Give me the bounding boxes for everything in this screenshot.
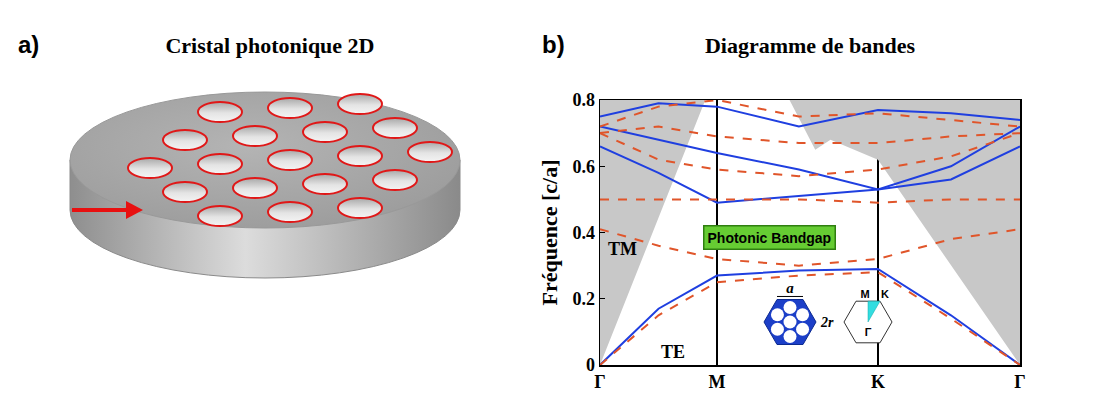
svg-text:Photonic Bandgap: Photonic Bandgap	[708, 230, 832, 246]
svg-text:K: K	[871, 372, 885, 392]
svg-text:TE: TE	[661, 342, 685, 362]
svg-text:Γ: Γ	[1014, 372, 1025, 392]
svg-text:2r: 2r	[820, 315, 834, 330]
svg-text:TM: TM	[608, 239, 637, 259]
svg-text:0: 0	[586, 355, 595, 375]
svg-text:b): b)	[542, 31, 565, 58]
svg-text:Cristal photonique 2D: Cristal photonique 2D	[165, 33, 374, 58]
svg-text:Diagramme de bandes: Diagramme de bandes	[705, 33, 916, 58]
svg-text:0.2: 0.2	[572, 289, 595, 309]
svg-text:M: M	[860, 288, 869, 300]
svg-text:a): a)	[18, 31, 39, 58]
svg-text:a: a	[786, 280, 794, 296]
svg-text:K: K	[881, 288, 889, 300]
svg-text:0.6: 0.6	[572, 157, 595, 177]
svg-text:Γ: Γ	[865, 326, 872, 338]
svg-text:M: M	[708, 372, 725, 392]
svg-text:Γ: Γ	[594, 372, 605, 392]
svg-text:Fréquence [c/a]: Fréquence [c/a]	[537, 160, 562, 306]
svg-text:0.8: 0.8	[572, 90, 595, 110]
svg-text:0.4: 0.4	[572, 223, 595, 243]
